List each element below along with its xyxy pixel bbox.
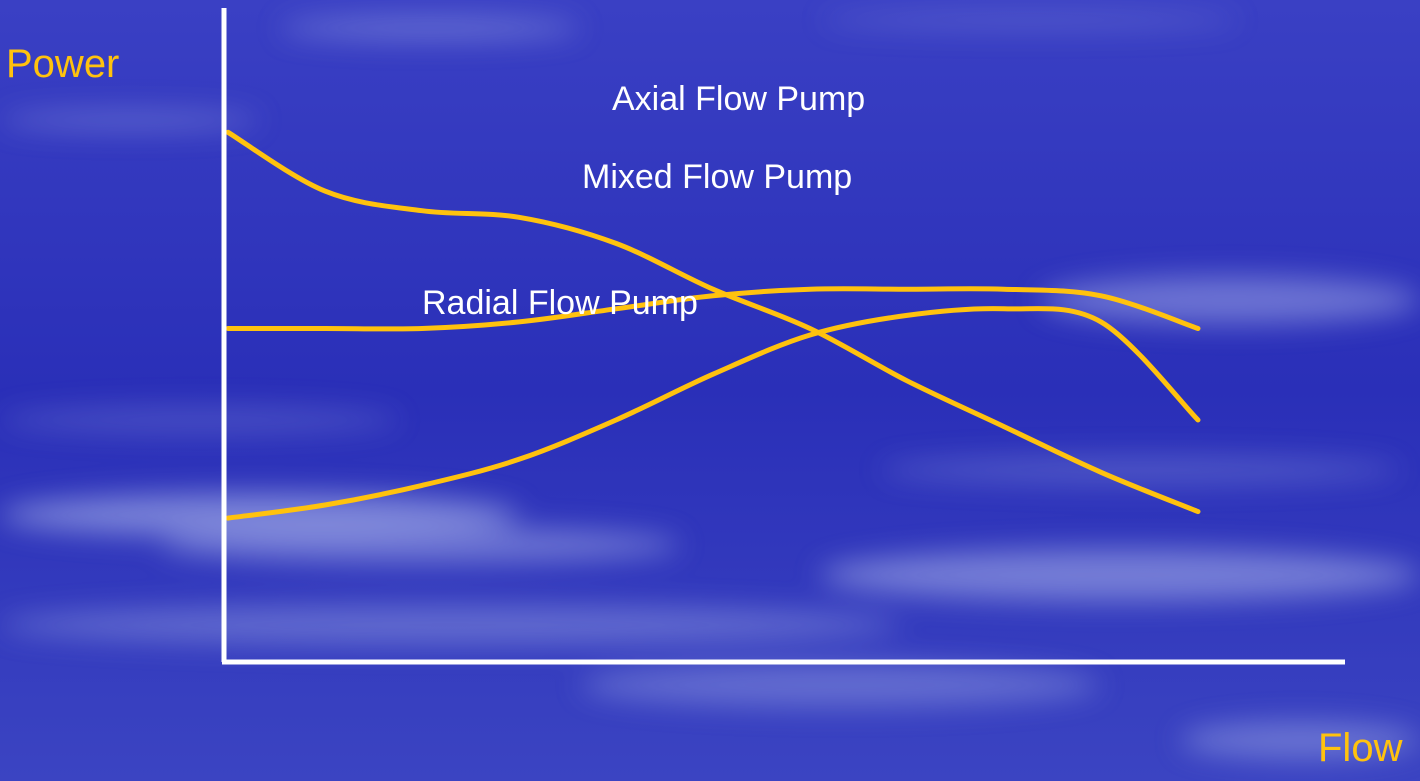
curve-2-line [225, 286, 1201, 332]
axial-flow-pump-label: Axial Flow Pump [612, 80, 866, 118]
mixed-flow-pump-label: Mixed Flow Pump [582, 158, 853, 196]
radial-flow-pump-label: Radial Flow Pump [422, 284, 698, 322]
curve-1-line [225, 129, 1201, 515]
y-axis-title: Power [6, 42, 120, 86]
x-axis-title: Flow [1318, 726, 1403, 770]
curve-3-line [225, 306, 1201, 521]
